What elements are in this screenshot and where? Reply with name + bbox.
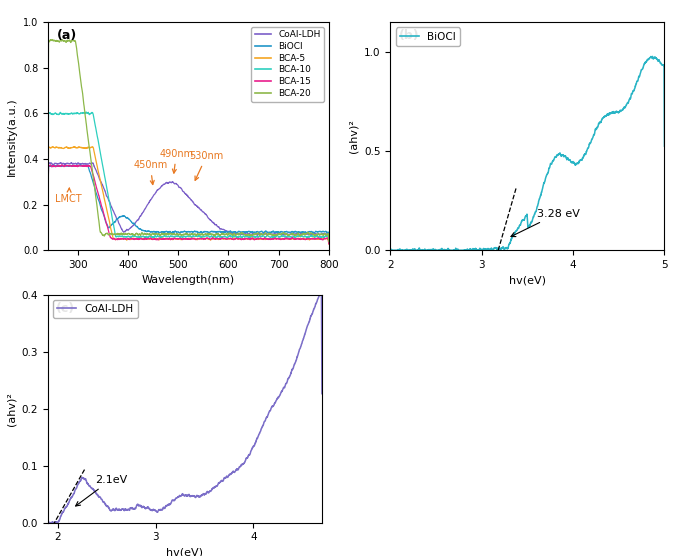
CoAl-LDH <box>325 239 333 245</box>
Legend: BiOCl: BiOCl <box>396 27 460 46</box>
BCA-15 <box>181 236 189 242</box>
BCA-20 <box>58 37 66 43</box>
BCA-10 <box>325 239 333 246</box>
BiOCl <box>181 228 189 235</box>
BiOCl <box>265 229 273 236</box>
X-axis label: hv(eV): hv(eV) <box>166 548 203 556</box>
BCA-10 <box>181 234 189 240</box>
BCA-10 <box>44 171 52 177</box>
BCA-10 <box>58 110 66 117</box>
BiOCl <box>75 162 84 168</box>
CoAl-LDH <box>67 159 75 166</box>
BCA-5 <box>58 145 66 151</box>
BiOCl <box>316 228 325 235</box>
BCA-20 <box>181 231 189 238</box>
Text: (b): (b) <box>399 29 419 42</box>
Text: 3.28 eV: 3.28 eV <box>511 208 580 237</box>
BiOCl <box>325 236 333 243</box>
BCA-5 <box>181 236 189 242</box>
X-axis label: hv(eV): hv(eV) <box>509 275 546 285</box>
BCA-10 <box>173 233 182 240</box>
BCA-20 <box>316 231 325 237</box>
Y-axis label: (ahv)²: (ahv)² <box>6 392 16 425</box>
Text: 530nm: 530nm <box>189 151 223 180</box>
Y-axis label: (ahv)²: (ahv)² <box>349 120 359 153</box>
BCA-20 <box>325 239 333 245</box>
Text: (c): (c) <box>56 301 75 315</box>
Legend: CoAl-LDH: CoAl-LDH <box>53 300 138 318</box>
BCA-20 <box>265 231 273 238</box>
BCA-20 <box>173 231 182 237</box>
Legend: CoAl-LDH, BiOCl, BCA-5, BCA-10, BCA-15, BCA-20: CoAl-LDH, BiOCl, BCA-5, BCA-10, BCA-15, … <box>251 27 324 102</box>
Line: BiOCl: BiOCl <box>48 165 329 240</box>
BCA-15 <box>316 236 325 242</box>
BCA-15 <box>316 235 325 242</box>
CoAl-LDH <box>44 198 52 205</box>
CoAl-LDH <box>173 181 182 188</box>
BCA-15 <box>325 240 333 247</box>
BCA-5 <box>316 236 325 242</box>
BiOCl <box>173 229 182 235</box>
Text: LMCT: LMCT <box>55 188 82 204</box>
BCA-20 <box>316 231 325 237</box>
Line: BCA-20: BCA-20 <box>48 40 329 242</box>
Text: 450nm: 450nm <box>133 160 167 185</box>
BCA-15 <box>44 200 52 207</box>
BCA-10 <box>265 234 273 240</box>
Text: 2.1eV: 2.1eV <box>75 475 127 506</box>
BiOCl <box>44 200 52 206</box>
BiOCl <box>58 162 66 169</box>
Line: BCA-10: BCA-10 <box>48 112 329 242</box>
CoAl-LDH <box>316 231 325 237</box>
X-axis label: Wavelength(nm): Wavelength(nm) <box>142 275 235 285</box>
BCA-15 <box>173 235 182 242</box>
CoAl-LDH <box>181 190 189 197</box>
BCA-5 <box>316 235 325 242</box>
BCA-10 <box>82 109 90 116</box>
Line: BCA-5: BCA-5 <box>48 147 329 244</box>
BCA-5 <box>71 143 79 150</box>
BCA-5 <box>265 236 273 242</box>
BCA-20 <box>47 37 55 43</box>
BCA-5 <box>44 190 52 197</box>
BCA-15 <box>58 162 66 169</box>
BCA-10 <box>316 234 325 241</box>
CoAl-LDH <box>265 230 273 237</box>
BCA-15 <box>58 162 66 168</box>
BCA-15 <box>265 236 273 242</box>
BiOCl <box>316 229 325 235</box>
BCA-20 <box>44 130 52 137</box>
BCA-5 <box>325 241 333 247</box>
BCA-10 <box>316 234 325 240</box>
Text: (a): (a) <box>56 29 77 42</box>
Y-axis label: Intensity(a.u.): Intensity(a.u.) <box>8 97 17 176</box>
BCA-5 <box>173 236 182 242</box>
Text: 490nm: 490nm <box>160 149 193 173</box>
Line: CoAl-LDH: CoAl-LDH <box>48 162 329 242</box>
Line: BCA-15: BCA-15 <box>48 165 329 244</box>
CoAl-LDH <box>316 231 325 238</box>
CoAl-LDH <box>58 161 66 167</box>
